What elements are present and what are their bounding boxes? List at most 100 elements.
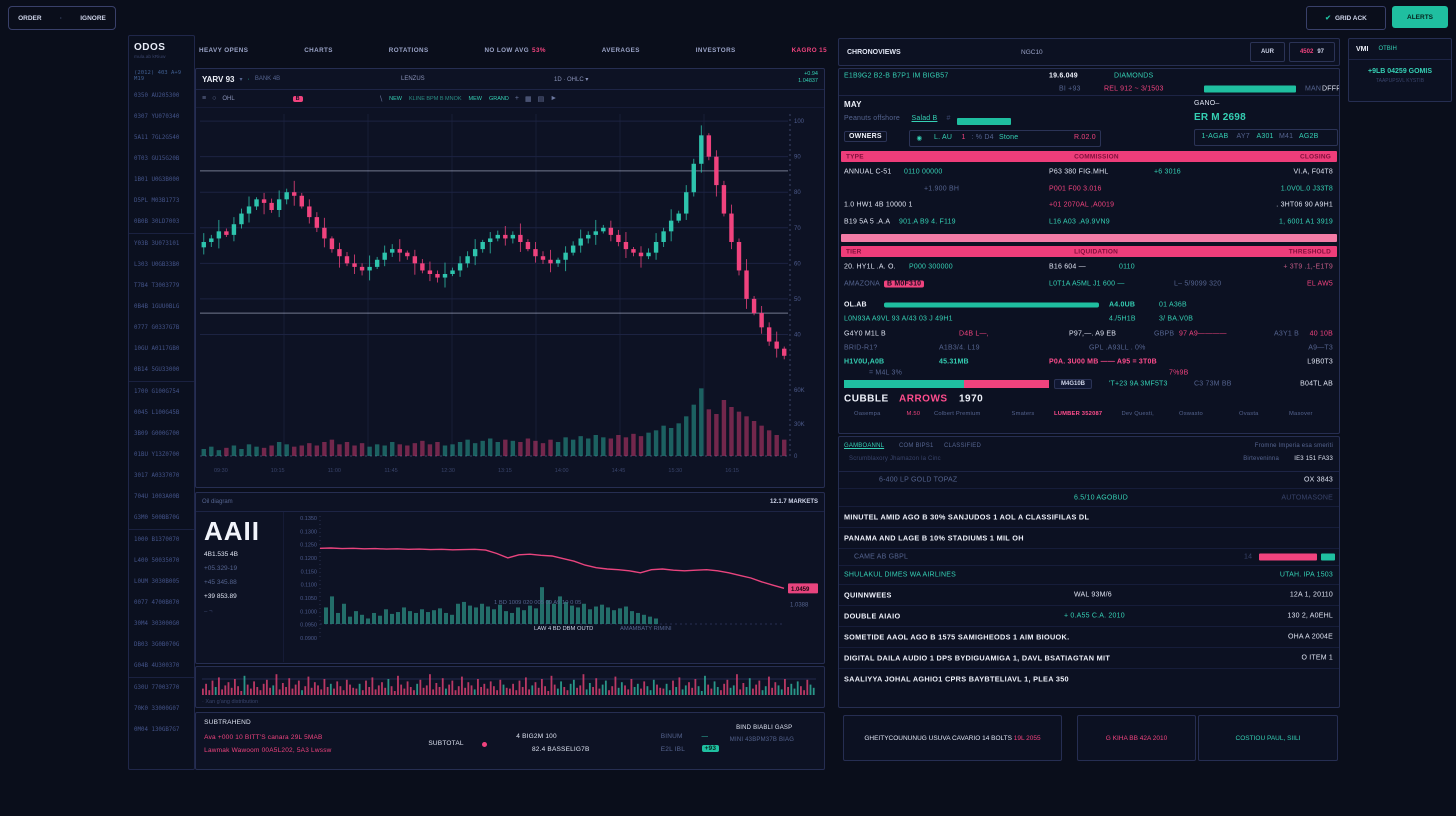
table-row[interactable]: 20. HY1L .A. O. P000 300000 B16 604 — 0110 +… bbox=[839, 258, 1339, 275]
indicator-chip[interactable]: MEW bbox=[468, 95, 482, 102]
watchlist-item[interactable]: 0350 AU205300 bbox=[134, 93, 180, 99]
cursor-tool-icon[interactable]: ► bbox=[550, 95, 558, 102]
watchlist-item[interactable]: L0UM 3030B005 bbox=[134, 579, 180, 585]
ignore-button[interactable]: IGNORE bbox=[80, 14, 106, 22]
nav-tab[interactable]: KAGRO 15 bbox=[792, 47, 827, 54]
candlestick-chart[interactable]: 100 90 80 70 60 50 40 60K 30K 0 09:30 10:15 11:00 11:… bbox=[196, 108, 822, 486]
watchlist-item[interactable]: 0T03 GU15G20B bbox=[134, 156, 180, 162]
watchlist-item[interactable]: DB03 3G0B070G bbox=[134, 642, 180, 648]
watchlist-item[interactable]: 30M4 303000G0 bbox=[134, 621, 180, 627]
watchlist-item[interactable]: 0B0B 30LD7003 bbox=[129, 212, 194, 234]
news-row[interactable]: CAME AB GBPL 14 bbox=[839, 548, 1339, 565]
app-logo[interactable]: ODOS bbox=[134, 42, 166, 53]
news-row[interactable]: SHULAKUL DIMES WA AIRLINES UTAH. IPA 1503 bbox=[839, 565, 1339, 584]
hamburger-icon[interactable]: ≡ bbox=[202, 95, 207, 102]
watchlist-item[interactable]: G30U 77003770 bbox=[134, 685, 180, 691]
right-panel-title: CHRONOVIEWS bbox=[847, 48, 901, 56]
report-box[interactable]: GHEITYCOUNUNUG USUVA CAVARIO 14 BOLTS 19… bbox=[843, 715, 1062, 761]
news-row[interactable]: DIGITAL DAILA AUDIO 1 DPS BYDIGUAMIGA 1,… bbox=[839, 647, 1339, 668]
watchlist-item[interactable]: 0M04 130GB7G7 bbox=[134, 727, 180, 733]
chevron-down-icon[interactable]: ▾ bbox=[239, 76, 243, 83]
watchlist-item[interactable]: T7B4 T3003779 bbox=[134, 283, 180, 289]
indicator-chip[interactable]: GRAND bbox=[489, 95, 509, 102]
watchlist-item[interactable]: 704U 1003A00B bbox=[134, 494, 180, 500]
add-indicator-icon[interactable]: + bbox=[514, 95, 519, 102]
strip-bar bbox=[566, 690, 569, 695]
watchlist-item[interactable]: 0B4B 1GUU0BLG bbox=[134, 304, 180, 310]
circle-tool-icon[interactable]: ○ bbox=[212, 95, 217, 102]
watchlist-highlight[interactable]: (2012) 403 A+9 M19 bbox=[134, 70, 182, 82]
news-row[interactable]: SOMETIDE AAOL AGO B 1575 SAMIGHEODS 1 AI… bbox=[839, 626, 1339, 647]
table-row[interactable]: L0N93A A9VL 93 A/43 03 J 49H1 4./5H1B 3/ B… bbox=[839, 311, 1339, 326]
table-row[interactable]: = M4L 3% 7%9B bbox=[839, 368, 1339, 377]
watchlist-item[interactable]: D5PL M03B1773 bbox=[134, 198, 180, 204]
grid-layout-icon[interactable]: ▦ bbox=[524, 95, 532, 103]
watchlist-item[interactable]: 3B09 G000G700 bbox=[134, 431, 180, 437]
news-row[interactable]: PANAMA AND LAGE B 10% STADIUMS 1 MIL OH bbox=[839, 527, 1339, 548]
table-row[interactable]: AMAZONA B M0F310 L0T1A A5ML J1 600 — L– 5/9… bbox=[839, 275, 1339, 293]
grid-ack-button[interactable]: ✔ GRID ACK bbox=[1306, 6, 1386, 30]
news-source-link[interactable]: GAMBOANNL bbox=[844, 443, 885, 449]
watchlist-item[interactable]: 0B14 5GU33000 bbox=[129, 360, 194, 382]
nav-tab[interactable]: ROTATIONS bbox=[389, 47, 429, 54]
watchlist-item[interactable]: 10GU A0117GB0 bbox=[134, 346, 180, 352]
watchlist-item[interactable]: 1000 B1370070 bbox=[134, 537, 180, 543]
watchlist-item[interactable]: 0077 4700B070 bbox=[134, 600, 180, 606]
watchlist-item[interactable]: 01BU Y13Z0700 bbox=[134, 452, 180, 458]
news-row[interactable]: QUINNWEES WAL 93M/6 12A 1, 20110 bbox=[839, 584, 1339, 605]
watchlist-item[interactable]: Y03B 3U073101 bbox=[134, 241, 180, 247]
aur-button[interactable]: AUR bbox=[1249, 42, 1285, 62]
news-row[interactable]: 6.5/10 AGOBUD AUTOMASONE bbox=[839, 488, 1339, 506]
nav-tab[interactable]: CHARTS bbox=[304, 47, 333, 54]
vmi-tag[interactable]: OTBIH bbox=[1378, 46, 1397, 52]
alert-badge[interactable]: B bbox=[292, 95, 303, 102]
text-segment: L0N93A A9VL 93 A/43 03 J 49H1 bbox=[844, 315, 953, 322]
watchlist-item[interactable]: 70K0 33000G07 bbox=[134, 706, 180, 712]
watchlist-item[interactable]: 0307 YU070340 bbox=[134, 114, 180, 120]
table-row[interactable]: H1V0U,A0B 45.31MB P0A. 3U00 MB —— A95 = 3T… bbox=[839, 355, 1339, 368]
watchlist-item[interactable]: G3M0 500BB70G bbox=[129, 508, 194, 530]
indicator-chip[interactable]: NEW bbox=[389, 95, 402, 102]
watchlist-item[interactable]: 5A11 7GL2G540 bbox=[134, 135, 180, 141]
indicator-chip[interactable]: KLINE BPM B MNOK bbox=[408, 95, 462, 102]
watchlist-item[interactable]: G04B 4U300370 bbox=[129, 656, 194, 678]
watchlist-item[interactable]: 0045 L100G45B bbox=[134, 410, 180, 416]
strip-bar bbox=[371, 677, 374, 695]
nav-tab[interactable]: INVESTORS bbox=[696, 47, 736, 54]
watchlist-item[interactable]: 1B01 U0G3B000 bbox=[134, 177, 180, 183]
watchlist-item[interactable]: 0777 G0337G7B bbox=[134, 325, 180, 331]
trendline-tool-icon[interactable]: ∖ bbox=[378, 95, 384, 103]
watchlist-item[interactable]: L303 U0GB33B0 bbox=[134, 262, 180, 268]
table-row[interactable]: ANNUAL C-51 0110 00000 P63 380 FIG.MHL +6 3… bbox=[839, 163, 1339, 180]
range-button[interactable]: 4502 97 bbox=[1288, 42, 1335, 62]
symbol-name[interactable]: YARV 93 bbox=[202, 74, 235, 84]
teal-action-box[interactable]: COSTIOU PAUL, SIILI bbox=[1198, 715, 1338, 761]
watchlist-item[interactable]: L400 50035070 bbox=[134, 558, 180, 564]
strip-bar bbox=[390, 686, 393, 695]
news-row[interactable]: DOUBLE AIAIO + 0.A55 C.A. 2010 130 2, A0EH… bbox=[839, 605, 1339, 626]
news-row[interactable]: SAALIYYA JOHAL AGHIO1 CPRS BAYBTELIAVL 1… bbox=[839, 668, 1339, 689]
text-segment: Dev Questi, bbox=[1121, 411, 1154, 417]
news-row[interactable]: MINUTEL AMID AGO B 30% SANJUDOS 1 AOL A … bbox=[839, 506, 1339, 527]
aaii-header-right[interactable]: 12.1.7 MARKETS bbox=[769, 499, 818, 505]
news-row[interactable]: 6-400 LP GOLD TOPAZ OX 3843 bbox=[839, 472, 1339, 488]
grid-layout-alt-icon[interactable]: ▤ bbox=[537, 95, 545, 103]
table-row[interactable]: BRID-R1? A1B3/4. L19 GPL .A93LL . 0% A9—T3 bbox=[839, 341, 1339, 355]
watchlist-item[interactable]: 1700 G100G754 bbox=[134, 389, 180, 395]
aaii-line-chart[interactable]: 0.1350 0.1300 0.1250 0.1200 0.1150 0.1100 0.10… bbox=[284, 512, 820, 660]
table-row[interactable]: B19 5A 5 .A.A 901.A B9 4. F119 L16 A03 .A9… bbox=[839, 213, 1339, 230]
table-row[interactable]: 1.0 HW1 4B 10000 1 +01 2070AL ,A0019 . 3HT… bbox=[839, 197, 1339, 213]
nav-tab[interactable]: AVERAGES bbox=[602, 47, 640, 54]
table-row[interactable]: G4Y0 M1L B D4B L—, P97,—. A9 EB GBPB 97 A9——… bbox=[839, 326, 1339, 341]
alerts-button[interactable]: ALERTS bbox=[1392, 6, 1448, 28]
stack-chip[interactable]: M4G10B bbox=[1054, 378, 1093, 389]
pink-action-box[interactable]: G KIHA BB 42A 2010 bbox=[1077, 715, 1196, 761]
ohl-label[interactable]: OHL bbox=[222, 95, 235, 102]
timeframe-select[interactable]: 1D · OHLC ▾ bbox=[554, 76, 589, 83]
table-row[interactable]: +1.900 BH P001 F00 3.016 1.0V0L.0 J33T8 bbox=[839, 180, 1339, 197]
watchlist-item[interactable]: 3017 A0337070 bbox=[134, 473, 180, 479]
volume-bar bbox=[525, 438, 531, 456]
order-button[interactable]: ORDER bbox=[18, 14, 42, 22]
nav-tab[interactable]: HEAVY OPENS bbox=[199, 47, 248, 54]
nav-tab[interactable]: NO LOW AVG 53% bbox=[484, 47, 545, 54]
